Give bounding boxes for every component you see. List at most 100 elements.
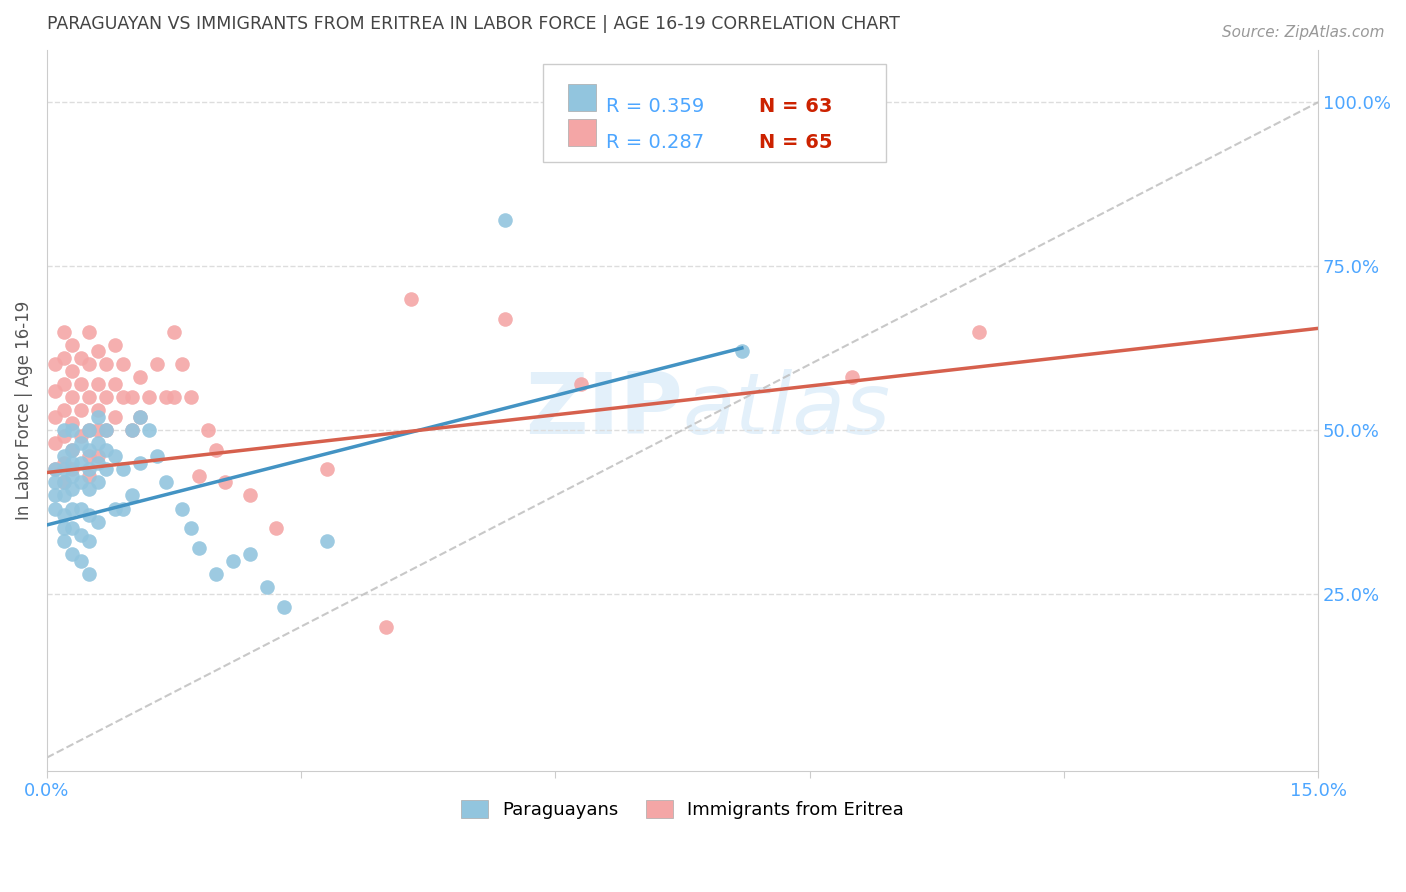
Point — [96, 390, 118, 404]
Point — [87, 515, 110, 529]
Point — [146, 449, 169, 463]
Point — [69, 554, 91, 568]
Point — [60, 417, 83, 431]
Point — [96, 442, 118, 457]
Point — [112, 358, 135, 372]
Point — [222, 554, 245, 568]
Point — [315, 534, 337, 549]
Point — [77, 534, 100, 549]
Point — [60, 482, 83, 496]
Point — [104, 337, 127, 351]
Point — [60, 501, 83, 516]
Point — [52, 325, 75, 339]
Point — [494, 311, 516, 326]
Point — [87, 475, 110, 490]
Point — [172, 501, 194, 516]
Point — [77, 390, 100, 404]
Point — [104, 409, 127, 424]
Point — [104, 501, 127, 516]
Point — [96, 423, 118, 437]
Text: atlas: atlas — [682, 368, 890, 451]
Point — [44, 488, 66, 502]
Point — [129, 409, 152, 424]
Point — [967, 325, 990, 339]
Point — [87, 449, 110, 463]
Point — [104, 377, 127, 392]
Point — [44, 436, 66, 450]
FancyBboxPatch shape — [543, 64, 886, 161]
Point — [60, 456, 83, 470]
Point — [197, 423, 219, 437]
Point — [60, 462, 83, 476]
Y-axis label: In Labor Force | Age 16-19: In Labor Force | Age 16-19 — [15, 301, 32, 520]
Point — [256, 580, 278, 594]
Point — [129, 409, 152, 424]
Point — [87, 377, 110, 392]
Point — [77, 325, 100, 339]
Text: N = 63: N = 63 — [759, 97, 832, 117]
Point — [52, 377, 75, 392]
Point — [77, 508, 100, 522]
Point — [401, 292, 423, 306]
Point — [129, 370, 152, 384]
Point — [60, 364, 83, 378]
Point — [494, 213, 516, 227]
Point — [374, 619, 396, 633]
Point — [180, 521, 202, 535]
Point — [121, 423, 143, 437]
Point — [69, 351, 91, 365]
Legend: Paraguayans, Immigrants from Eritrea: Paraguayans, Immigrants from Eritrea — [454, 793, 911, 827]
Point — [77, 358, 100, 372]
Point — [87, 456, 110, 470]
Point — [69, 429, 91, 443]
Point — [205, 567, 228, 582]
Point — [60, 548, 83, 562]
Point — [77, 567, 100, 582]
Point — [172, 358, 194, 372]
Point — [214, 475, 236, 490]
Point — [69, 456, 91, 470]
Point — [121, 488, 143, 502]
Point — [69, 377, 91, 392]
Text: R = 0.287: R = 0.287 — [606, 134, 704, 153]
Point — [77, 468, 100, 483]
FancyBboxPatch shape — [568, 119, 596, 146]
Point — [112, 501, 135, 516]
Point — [841, 370, 863, 384]
Point — [52, 475, 75, 490]
Point — [77, 449, 100, 463]
Point — [138, 390, 160, 404]
Point — [52, 429, 75, 443]
Point — [44, 409, 66, 424]
Point — [264, 521, 287, 535]
Point — [77, 462, 100, 476]
Point — [44, 475, 66, 490]
Text: PARAGUAYAN VS IMMIGRANTS FROM ERITREA IN LABOR FORCE | AGE 16-19 CORRELATION CHA: PARAGUAYAN VS IMMIGRANTS FROM ERITREA IN… — [46, 15, 900, 33]
Point — [77, 482, 100, 496]
Point — [69, 501, 91, 516]
Point — [60, 521, 83, 535]
Point — [112, 390, 135, 404]
Point — [188, 541, 211, 555]
Point — [44, 462, 66, 476]
Point — [60, 337, 83, 351]
Point — [87, 409, 110, 424]
Point — [60, 390, 83, 404]
Point — [239, 488, 262, 502]
Point — [60, 423, 83, 437]
Point — [60, 468, 83, 483]
Point — [112, 462, 135, 476]
Point — [44, 501, 66, 516]
FancyBboxPatch shape — [568, 84, 596, 112]
Point — [69, 528, 91, 542]
Point — [138, 423, 160, 437]
Point — [52, 351, 75, 365]
Point — [121, 423, 143, 437]
Text: R = 0.359: R = 0.359 — [606, 97, 704, 117]
Point — [52, 456, 75, 470]
Point — [52, 403, 75, 417]
Point — [731, 344, 754, 359]
Point — [121, 390, 143, 404]
Point — [87, 344, 110, 359]
Point — [188, 468, 211, 483]
